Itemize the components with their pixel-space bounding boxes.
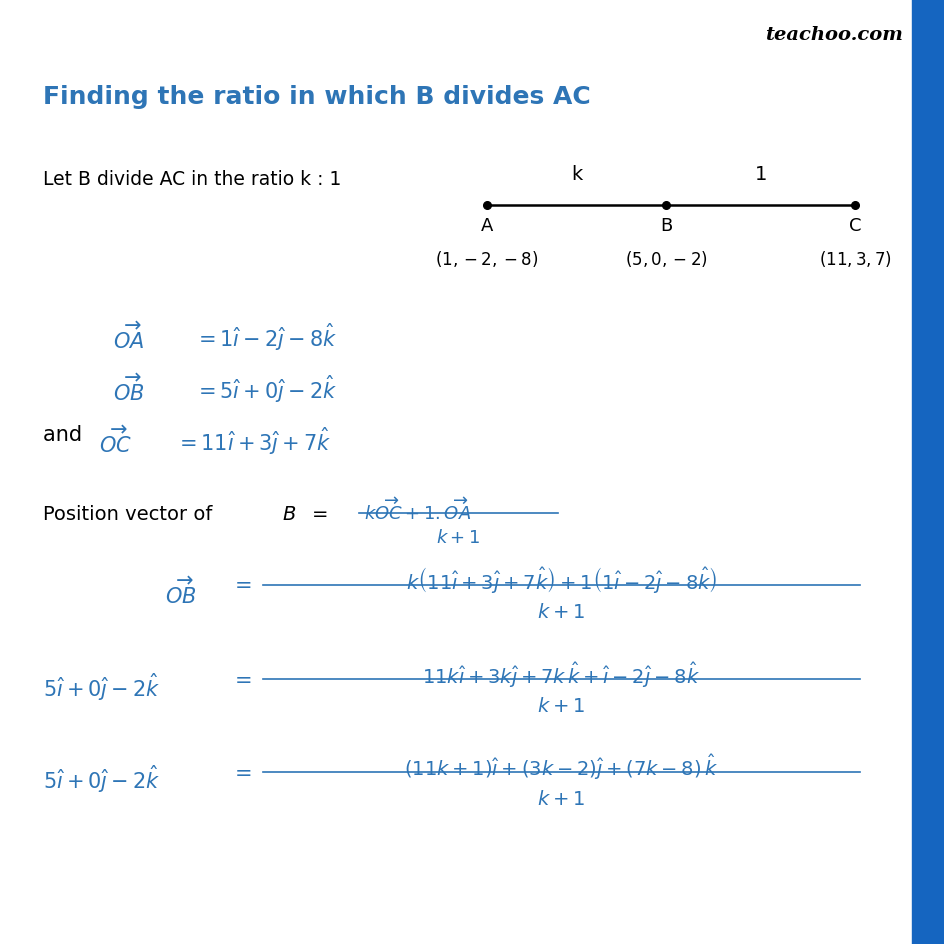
Text: =: =: [234, 763, 252, 783]
Text: teachoo.com: teachoo.com: [764, 26, 902, 44]
Text: $B$: $B$: [281, 504, 295, 523]
Text: and: and: [42, 425, 88, 445]
Text: $\overrightarrow{OA}$: $\overrightarrow{OA}$: [113, 321, 144, 353]
Text: $11k\hat{\imath} + 3k\hat{\jmath} + 7k\,\hat{k} + \hat{\imath} - 2\hat{\jmath} -: $11k\hat{\imath} + 3k\hat{\jmath} + 7k\,…: [422, 659, 700, 689]
Text: $\overrightarrow{OC}$: $\overrightarrow{OC}$: [99, 425, 132, 457]
Text: Let B divide AC in the ratio k : 1: Let B divide AC in the ratio k : 1: [42, 170, 341, 189]
Text: $k + 1$: $k + 1$: [537, 697, 584, 716]
Text: $\left(11k + 1\right)\hat{\imath} + \left(3k - 2\right)\hat{\jmath} + \left(7k -: $\left(11k + 1\right)\hat{\imath} + \lef…: [404, 751, 717, 782]
Text: $5\hat{\imath} + 0\hat{\jmath} - 2\hat{k}$: $5\hat{\imath} + 0\hat{\jmath} - 2\hat{k…: [42, 763, 160, 794]
Text: 1: 1: [753, 165, 767, 184]
Text: $(1, -2, -8)$: $(1, -2, -8)$: [434, 248, 538, 268]
Text: $k+1$: $k+1$: [436, 529, 480, 547]
Text: A: A: [480, 217, 493, 235]
Bar: [911, 0, 944, 944]
Text: Position vector of: Position vector of: [42, 504, 218, 523]
Text: $k + 1$: $k + 1$: [537, 789, 584, 808]
Text: =: =: [234, 576, 252, 596]
Text: $= 1\hat{\imath} - 2\hat{\jmath} - 8\hat{k}$: $= 1\hat{\imath} - 2\hat{\jmath} - 8\hat…: [194, 321, 336, 352]
Text: $k + 1$: $k + 1$: [537, 602, 584, 621]
Text: k: k: [570, 165, 582, 184]
Text: =: =: [234, 670, 252, 690]
Text: $5\hat{\imath} + 0\hat{\jmath} - 2\hat{k}$: $5\hat{\imath} + 0\hat{\jmath} - 2\hat{k…: [42, 670, 160, 701]
Text: $= 11\hat{\imath} + 3\hat{\jmath} + 7\hat{k}$: $= 11\hat{\imath} + 3\hat{\jmath} + 7\ha…: [175, 425, 330, 456]
Text: =: =: [312, 504, 328, 523]
Text: $= 5\hat{\imath} + 0\hat{\jmath} - 2\hat{k}$: $= 5\hat{\imath} + 0\hat{\jmath} - 2\hat…: [194, 373, 336, 404]
Text: Finding the ratio in which B divides AC: Finding the ratio in which B divides AC: [42, 85, 590, 109]
Text: $(11, 3, 7)$: $(11, 3, 7)$: [818, 248, 891, 268]
Text: $\overrightarrow{OB}$: $\overrightarrow{OB}$: [113, 373, 144, 405]
Text: $\overrightarrow{OB}$: $\overrightarrow{OB}$: [165, 576, 196, 608]
Text: $k\left(11\hat{\imath} + 3\hat{\jmath} + 7\hat{k}\right) + 1\left(1\hat{\imath} : $k\left(11\hat{\imath} + 3\hat{\jmath} +…: [405, 565, 716, 595]
Text: $(5, 0, -2)$: $(5, 0, -2)$: [624, 248, 707, 268]
Text: C: C: [848, 217, 861, 235]
Text: $k\overrightarrow{OC}+1.\overrightarrow{OA}$: $k\overrightarrow{OC}+1.\overrightarrow{…: [363, 497, 470, 524]
Text: B: B: [660, 217, 671, 235]
